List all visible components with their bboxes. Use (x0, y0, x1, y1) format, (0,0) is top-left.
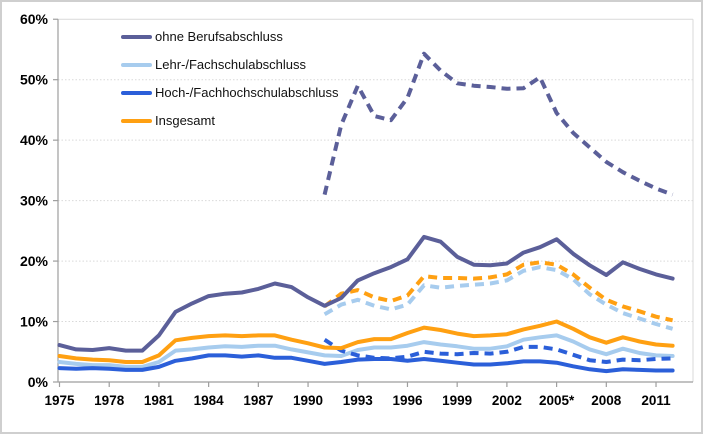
x-axis-label-1981: 1981 (144, 393, 175, 408)
series-line-insgesamt-dashed (323, 260, 674, 323)
gridlines (58, 18, 694, 382)
series-line-ohne-berufsabschluss-dashed (322, 51, 674, 197)
x-axis-label-2008: 2008 (591, 393, 622, 408)
series-line-lehr-fachschulabschluss-solid (57, 333, 675, 369)
series-line-hoch-fachhochschulabschluss-dashed (323, 338, 673, 364)
x-axis-label-2002: 2002 (492, 393, 522, 408)
legend-line-swatch-lehr-fachschulabschluss (121, 62, 152, 67)
tick-marks (53, 18, 657, 387)
legend-item-insgesamt: Insgesamt (121, 112, 339, 129)
series-line-hoch-fachhochschulabschluss-solid (57, 353, 675, 374)
x-axis-label-2005: 2005* (539, 393, 575, 408)
y-axis-label-40: 40% (20, 132, 49, 148)
y-axis-label-30: 30% (20, 193, 49, 209)
legend-line-swatch-ohne-berufsabschluss (121, 34, 152, 39)
legend-label: Lehr-/Fachschulabschluss (155, 57, 307, 72)
series-line-lehr-fachschulabschluss-dashed (323, 265, 674, 331)
y-axis-label-10: 10% (20, 314, 49, 330)
legend-item-ohne-berufsabschluss: ohne Berufsabschluss (121, 28, 339, 45)
axis-labels: 0% 10% 20% 30% 40% 50% 60% 1975 1978 1981 1984 1987… (20, 11, 671, 408)
x-axis-label-1975: 1975 (44, 393, 75, 408)
x-axis-label-1999: 1999 (442, 393, 472, 408)
series-line-insgesamt-solid (57, 319, 675, 364)
x-axis-label-1993: 1993 (343, 393, 374, 408)
legend-label: ohne Berufsabschluss (155, 29, 283, 44)
legend-label: Hoch-/Fachhochschulabschluss (155, 85, 339, 100)
legend-label: Insgesamt (155, 113, 215, 128)
series-lines (57, 51, 675, 374)
legend-item-lehr-fachschulabschluss: Lehr-/Fachschulabschluss (121, 56, 339, 73)
series-line-ohne-berufsabschluss-solid (57, 234, 675, 353)
legend-line-swatch-insgesamt (121, 118, 152, 123)
y-axis-label-0: 0% (28, 374, 49, 390)
legend-item-hoch-fachhochschulabschluss: Hoch-/Fachhochschulabschluss (121, 84, 339, 101)
y-axis-label-60: 60% (20, 11, 49, 27)
x-axis-label-1996: 1996 (392, 393, 423, 408)
y-axis-label-20: 20% (20, 253, 49, 269)
x-axis-label-1984: 1984 (194, 393, 225, 408)
x-axis-label-1987: 1987 (243, 393, 273, 408)
x-axis-label-1990: 1990 (293, 393, 323, 408)
y-axis-label-50: 50% (20, 72, 49, 88)
chart-legend: ohne Berufsabschluss Lehr-/Fachschulabsc… (121, 28, 339, 129)
legend-line-swatch-hoch-fachhochschulabschluss (121, 90, 152, 95)
x-axis-label-1978: 1978 (94, 393, 125, 408)
x-axis-label-2011: 2011 (641, 393, 671, 408)
